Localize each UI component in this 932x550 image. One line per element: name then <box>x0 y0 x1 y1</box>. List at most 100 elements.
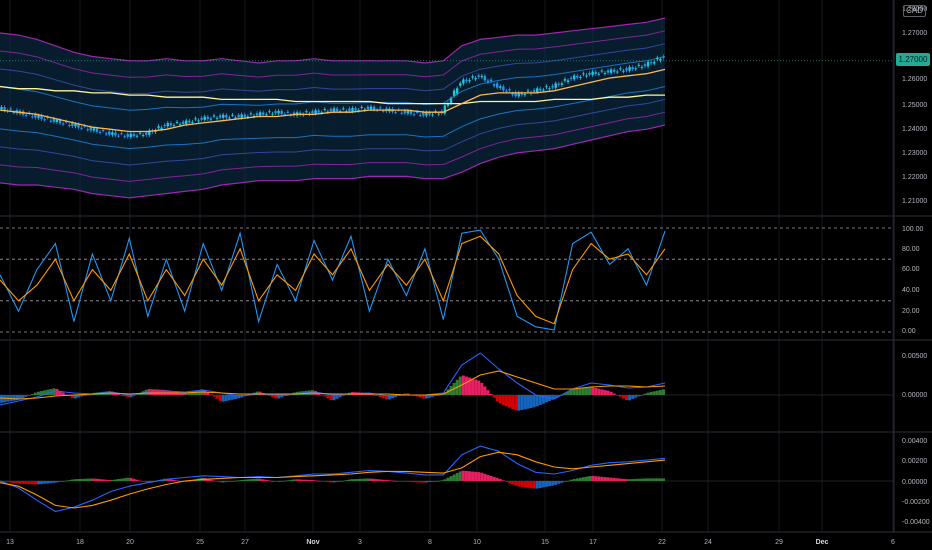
candle-body <box>591 71 594 75</box>
time-axis[interactable]: 13 18 20 25 27 Nov 3 8 10 15 17 22 24 29 Dec 6 <box>6 539 895 546</box>
osc1-histogram-bar <box>637 395 641 397</box>
osc1-histogram-bar <box>508 395 512 408</box>
osc2-histogram-bar <box>295 479 299 481</box>
osc2-histogram-bar <box>240 479 244 481</box>
time-axis-label[interactable]: 13 <box>6 539 14 546</box>
osc2-histogram-bar <box>224 481 228 483</box>
osc2-histogram-bar <box>27 481 31 485</box>
time-axis-label[interactable]: Dec <box>816 539 829 546</box>
osc1-histogram-bar <box>625 395 629 401</box>
candle-body <box>225 114 228 118</box>
osc1-histogram-bar <box>258 391 262 395</box>
stochastic-pane[interactable] <box>0 227 894 333</box>
candle-body <box>465 79 468 82</box>
osc1-histogram-bar <box>477 380 481 395</box>
time-axis-label[interactable]: 25 <box>196 539 204 546</box>
osc2-histogram-bar <box>323 481 327 482</box>
osc1-histogram-bar <box>489 393 493 395</box>
osc1-histogram-bar <box>424 395 428 399</box>
time-axis-label[interactable]: 24 <box>704 539 712 546</box>
candle-body <box>363 109 367 111</box>
candle-body <box>280 111 283 114</box>
osc1-histogram-bar <box>612 393 616 395</box>
time-axis-label[interactable]: 8 <box>428 539 432 546</box>
osc1-histogram-bar <box>520 395 524 410</box>
time-axis-label[interactable]: 20 <box>126 539 134 546</box>
osc1-histogram-bar <box>403 393 407 395</box>
osc2-histogram-bar <box>215 481 219 482</box>
candle-body <box>71 122 74 127</box>
osc2-histogram-bar <box>24 481 28 484</box>
time-axis-label[interactable]: 29 <box>775 539 783 546</box>
time-axis-label[interactable]: 15 <box>541 539 549 546</box>
osc1-histogram-bar <box>21 395 25 398</box>
time-axis-label[interactable]: 6 <box>891 539 895 546</box>
candle-body <box>446 103 450 106</box>
candle-body <box>123 136 126 138</box>
osc1-histogram-bar <box>563 393 567 395</box>
time-axis-label[interactable]: 18 <box>76 539 84 546</box>
candle-body <box>212 115 216 117</box>
candle-body <box>126 133 129 137</box>
stoch-axis-tick-label: 100.00 <box>902 226 924 233</box>
osc1-histogram-bar <box>283 395 287 397</box>
osc2-histogram-bar <box>169 479 173 481</box>
candle-body <box>283 114 286 116</box>
osc2-histogram-bar <box>129 477 133 481</box>
osc2-signal-line <box>0 451 666 509</box>
candle-body <box>317 110 320 113</box>
time-axis-label[interactable]: 3 <box>358 539 362 546</box>
candle-body <box>437 113 440 115</box>
osc2-histogram-bar <box>409 481 413 483</box>
oscillator-pane-1[interactable] <box>0 352 894 411</box>
osc2-histogram-bar <box>486 474 490 481</box>
candle-body <box>474 77 477 80</box>
osc1-histogram-bar <box>440 394 444 396</box>
osc1-histogram-bar <box>631 395 635 399</box>
candle-body <box>175 121 179 123</box>
osc2-histogram-bar <box>468 471 472 481</box>
candle-body <box>111 132 114 135</box>
osc1-histogram-bar <box>504 395 508 407</box>
osc2-histogram-bar <box>15 481 19 484</box>
candle-body <box>603 72 607 74</box>
candle-body <box>206 116 210 119</box>
candle-body <box>425 112 428 116</box>
candle-body <box>77 124 80 128</box>
osc2-histogram-bar <box>338 481 342 482</box>
osc1-histogram-bar <box>634 395 638 398</box>
candle-body <box>105 133 108 135</box>
osc1-histogram-bar <box>581 387 585 395</box>
time-axis-label[interactable]: Nov <box>306 539 319 546</box>
osc1-histogram-bar <box>569 389 573 395</box>
time-axis-label[interactable]: 22 <box>658 539 666 546</box>
osc2-histogram-bar <box>9 481 13 483</box>
candle-body <box>108 131 111 135</box>
time-axis-label[interactable]: 27 <box>241 539 249 546</box>
osc2-histogram-bar <box>36 481 40 485</box>
currency-badge[interactable]: CAD <box>903 5 926 17</box>
osc1-histogram-bar <box>70 395 74 399</box>
osc2-histogram-bar <box>455 472 459 481</box>
osc1-histogram-bar <box>431 395 435 397</box>
oscillator-pane-2[interactable] <box>0 445 894 513</box>
osc1-histogram-bar <box>498 395 502 404</box>
osc2-histogram-bar <box>83 478 87 481</box>
osc1-histogram-bar <box>280 395 284 398</box>
osc2-histogram-bar <box>612 477 616 481</box>
osc1-histogram-bar <box>584 387 588 395</box>
candle-body <box>95 128 99 132</box>
candle-body <box>449 98 453 104</box>
time-axis-label[interactable]: 10 <box>473 539 481 546</box>
pane-dividers[interactable] <box>0 0 932 533</box>
time-axis-label[interactable]: 17 <box>589 539 597 546</box>
osc1-histogram-bar <box>594 388 598 395</box>
osc1-histogram-bar <box>117 393 121 395</box>
osc2-histogram-bar <box>138 480 142 482</box>
price-axis-tick-label: 1.25000 <box>902 102 927 109</box>
candle-body <box>382 110 385 112</box>
osc1-histogram-bar <box>529 395 533 408</box>
candle-body <box>455 88 459 94</box>
band-line <box>0 111 666 182</box>
